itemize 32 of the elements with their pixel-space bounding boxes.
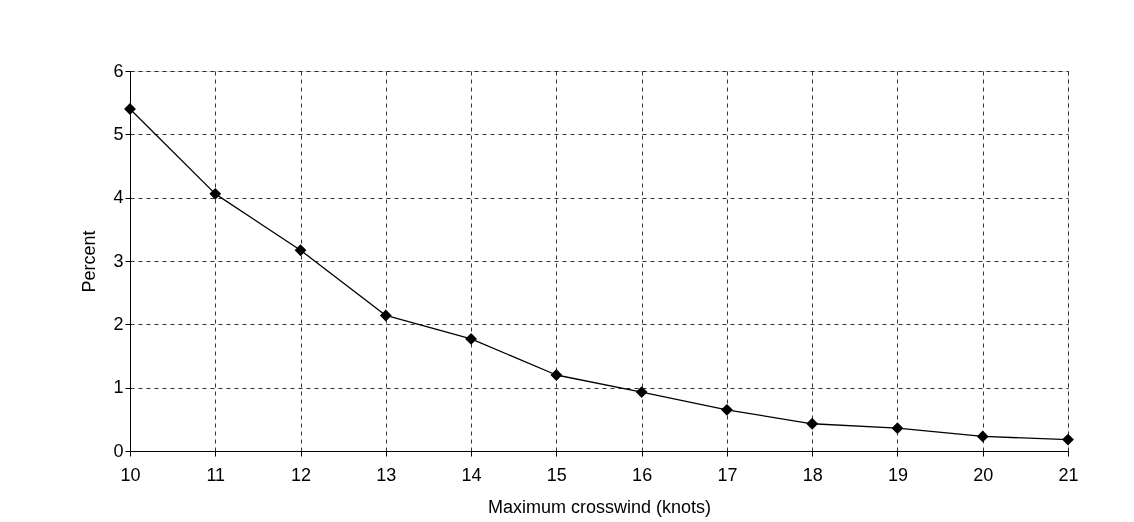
point <box>720 403 733 416</box>
point <box>806 417 819 430</box>
x-tick-label: 10 <box>120 464 141 485</box>
x-tick-label: 15 <box>546 464 567 485</box>
point <box>635 386 648 399</box>
x-tick-label: 12 <box>291 464 312 485</box>
point <box>294 244 307 257</box>
x-tick-label: 18 <box>802 464 823 485</box>
x-tick-label: 11 <box>206 464 226 485</box>
y-tick-label: 1 <box>113 377 124 398</box>
x-tick-label: 13 <box>376 464 397 485</box>
x-tick-label: 16 <box>632 464 653 485</box>
x-tick-label: 21 <box>1058 464 1079 485</box>
point <box>550 369 563 381</box>
y-tick-label: 2 <box>113 313 124 334</box>
x-tick-label: 14 <box>461 464 482 485</box>
point <box>1062 433 1074 446</box>
y-tick-label: 5 <box>113 123 124 144</box>
y-tick-label: 0 <box>113 440 124 461</box>
x-tick-label: 19 <box>887 464 908 485</box>
x-tick-label: 20 <box>973 464 994 485</box>
x-axis-title: Maximum crosswind (knots) <box>487 496 712 517</box>
point <box>891 422 904 435</box>
point <box>379 309 392 322</box>
point <box>209 187 222 200</box>
y-tick-label: 4 <box>113 187 124 208</box>
point <box>465 332 478 345</box>
x-tick-label: 17 <box>717 464 738 485</box>
y-tick-label: 6 <box>113 60 124 81</box>
y-tick-label: 3 <box>113 250 124 271</box>
point <box>976 430 989 443</box>
y-axis-title: Percent <box>79 230 100 293</box>
